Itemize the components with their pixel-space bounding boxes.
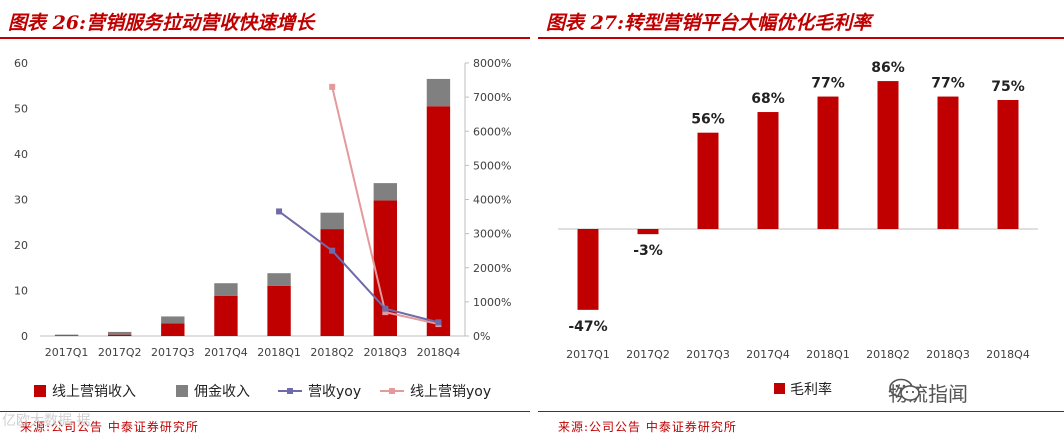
bar-gross-margin bbox=[997, 100, 1019, 229]
data-label: -47% bbox=[568, 319, 607, 335]
bar-online-marketing bbox=[267, 285, 291, 336]
x-tick-label: 2017Q4 bbox=[204, 346, 248, 359]
revenue-yoy-point bbox=[276, 208, 283, 215]
bar-commission bbox=[54, 334, 79, 336]
right-title-rule bbox=[538, 37, 1064, 39]
x-tick-label: 2018Q4 bbox=[417, 346, 461, 359]
y2-tick-label: 0% bbox=[473, 330, 490, 343]
legend-swatch bbox=[34, 385, 46, 397]
left-source-rule bbox=[0, 411, 530, 412]
x-tick-label: 2018Q2 bbox=[866, 348, 910, 361]
data-label: 77% bbox=[931, 76, 965, 92]
bar-gross-margin bbox=[817, 96, 839, 229]
watermark-left: 亿欧大数据 据 bbox=[2, 413, 91, 429]
bar-gross-margin bbox=[937, 96, 959, 229]
x-tick-label: 2018Q3 bbox=[926, 348, 970, 361]
revenue-yoy-point bbox=[435, 319, 442, 326]
data-label: 56% bbox=[691, 112, 725, 128]
y2-tick-label: 3000% bbox=[473, 228, 511, 241]
watermark-right: 物流指闻 bbox=[888, 378, 968, 407]
y-tick-label: 20 bbox=[14, 239, 28, 252]
y-tick-label: 30 bbox=[14, 194, 28, 207]
x-tick-label: 2017Q4 bbox=[746, 348, 790, 361]
revenue-yoy-point bbox=[382, 305, 389, 312]
bar-online-marketing bbox=[214, 295, 238, 336]
data-label: 86% bbox=[871, 60, 905, 76]
x-tick-label: 2018Q4 bbox=[986, 348, 1030, 361]
online-marketing-yoy-point bbox=[382, 309, 389, 316]
left-source-note: 来源:公司公告 中泰证券研究所 bbox=[20, 420, 199, 434]
right-chart-panel: 图表 27:转型营销平台大幅优化毛利率 -47% -3% 56% 68% 77% 86% 7… bbox=[538, 0, 1064, 441]
bar-online-marketing bbox=[108, 334, 132, 336]
right-source-note: 来源:公司公告 中泰证券研究所 bbox=[558, 420, 737, 434]
x-tick-label: 2018Q1 bbox=[257, 346, 301, 359]
bar-commission bbox=[426, 78, 451, 107]
bar-commission bbox=[161, 316, 185, 324]
legend-swatch-marker bbox=[389, 388, 395, 394]
x-tick-label: 2017Q3 bbox=[151, 346, 195, 359]
left-chart-svg: 0 10 20 30 40 50 60 0% 1000% 2000% 3000% 4000% 5000%… bbox=[14, 57, 511, 400]
legend-swatch-marker bbox=[287, 388, 293, 394]
online-marketing-yoy-point bbox=[329, 83, 336, 90]
bar-gross-margin bbox=[577, 229, 599, 310]
left-chart-panel: 图表 26:营销服务拉动营收快速增长 0 10 20 30 40 50 60 0% 1000% 2… bbox=[0, 0, 530, 441]
data-label: 68% bbox=[751, 91, 785, 107]
bar-gross-margin bbox=[757, 112, 779, 229]
right-chart-title: 图表 27:转型营销平台大幅优化毛利率 bbox=[546, 12, 872, 34]
y2-tick-label: 2000% bbox=[473, 262, 511, 275]
legend-label: 佣金收入 bbox=[194, 384, 250, 400]
bar-commission bbox=[214, 283, 238, 296]
legend-label: 毛利率 bbox=[790, 381, 832, 398]
x-tick-label: 2017Q3 bbox=[686, 348, 730, 361]
x-tick-label: 2018Q1 bbox=[806, 348, 850, 361]
legend-swatch bbox=[774, 383, 785, 394]
y-tick-label: 50 bbox=[14, 103, 28, 116]
legend-label: 营收yoy bbox=[308, 384, 361, 400]
x-tick-label: 2017Q2 bbox=[626, 348, 670, 361]
legend-swatch bbox=[176, 385, 188, 397]
y2-tick-label: 1000% bbox=[473, 296, 511, 309]
y2-tick-label: 7000% bbox=[473, 91, 511, 104]
legend-label: 线上营销收入 bbox=[52, 384, 136, 400]
bar-online-marketing bbox=[426, 106, 451, 336]
data-label: 77% bbox=[811, 76, 845, 92]
y2-tick-label: 5000% bbox=[473, 159, 511, 172]
right-source-rule bbox=[538, 411, 1064, 412]
x-tick-label: 2017Q1 bbox=[45, 346, 89, 359]
legend-label: 线上营销yoy bbox=[410, 384, 491, 400]
data-label: -3% bbox=[633, 243, 663, 259]
bar-commission bbox=[320, 212, 344, 230]
bar-gross-margin bbox=[637, 229, 659, 235]
x-tick-label: 2018Q2 bbox=[310, 346, 354, 359]
x-tick-label: 2018Q3 bbox=[363, 346, 407, 359]
x-tick-label: 2017Q1 bbox=[566, 348, 610, 361]
left-chart-title: 图表 26:营销服务拉动营收快速增长 bbox=[8, 12, 315, 34]
y-tick-label: 40 bbox=[14, 148, 28, 161]
bar-gross-margin bbox=[877, 81, 899, 229]
bar-online-marketing bbox=[373, 200, 397, 336]
bar-commission bbox=[108, 331, 132, 335]
y2-tick-label: 8000% bbox=[473, 57, 511, 70]
bar-commission bbox=[267, 273, 291, 286]
data-label: 75% bbox=[991, 79, 1025, 95]
bar-gross-margin bbox=[697, 132, 719, 229]
revenue-yoy-point bbox=[329, 247, 336, 254]
y-tick-label: 60 bbox=[14, 57, 28, 70]
revenue-yoy-line bbox=[278, 210, 439, 324]
y-tick-label: 10 bbox=[14, 285, 28, 298]
wechat-icon bbox=[889, 378, 920, 401]
y2-tick-label: 6000% bbox=[473, 125, 511, 138]
bar-commission bbox=[373, 183, 397, 201]
bar-online-marketing bbox=[161, 323, 185, 336]
x-tick-label: 2017Q2 bbox=[98, 346, 142, 359]
right-chart-svg: -47% -3% 56% 68% 77% 86% 77% 75% 2017Q1 2017Q2 201… bbox=[558, 60, 1038, 398]
left-title-rule bbox=[0, 37, 530, 39]
y2-tick-label: 4000% bbox=[473, 194, 511, 207]
y-tick-label: 0 bbox=[21, 330, 28, 343]
